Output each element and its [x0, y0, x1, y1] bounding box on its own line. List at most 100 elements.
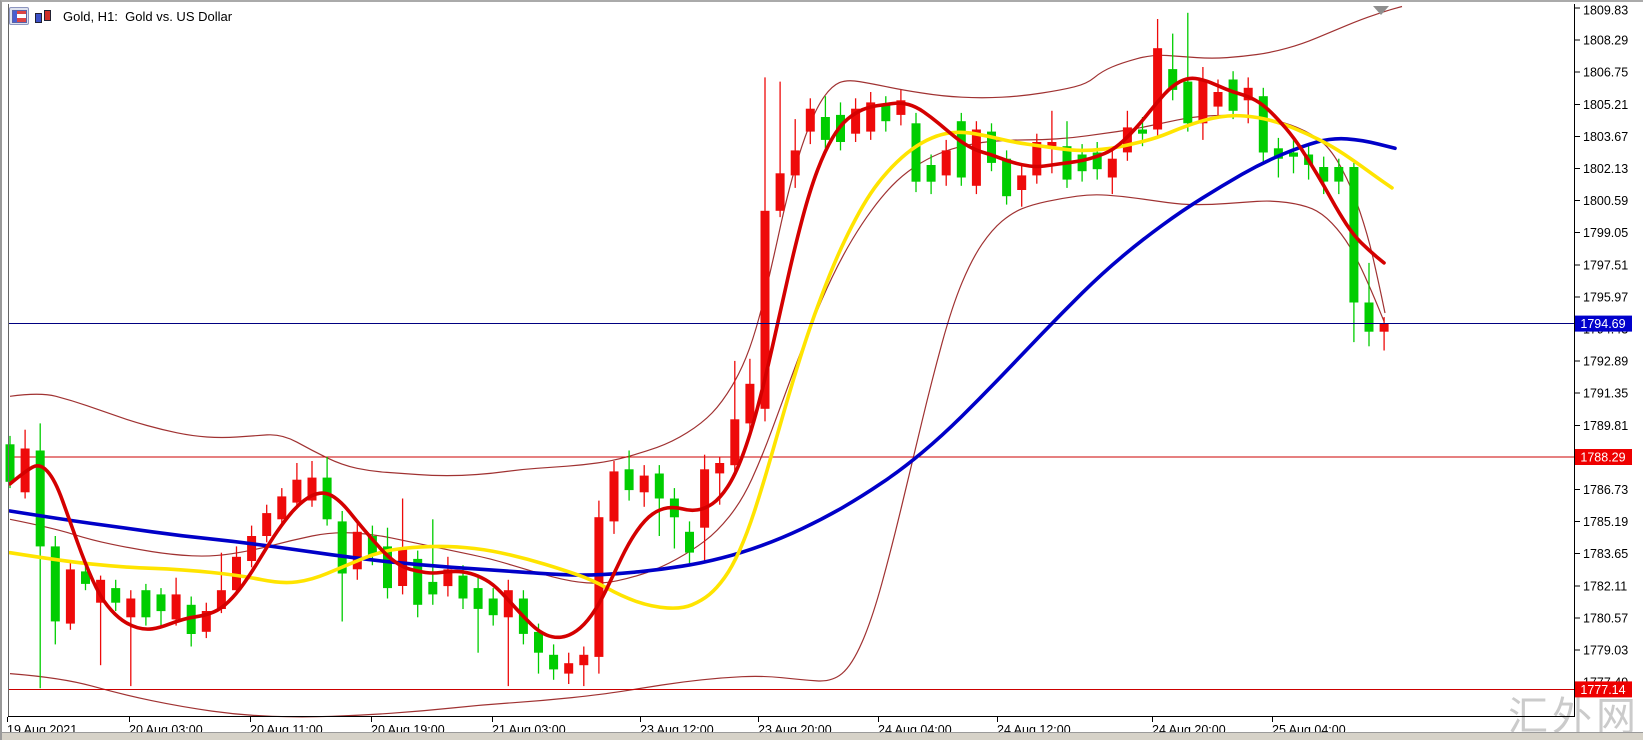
- candle-body: [247, 536, 257, 561]
- candle-body: [1198, 79, 1208, 124]
- candle-body: [443, 569, 453, 587]
- ma-lines: [8, 76, 1397, 640]
- candle-body: [775, 173, 785, 211]
- candle-body: [956, 121, 966, 178]
- candle-body: [473, 588, 483, 609]
- band-lower: [9, 194, 1385, 718]
- ma-yellow: [8, 113, 1394, 610]
- candles-icon[interactable]: [34, 7, 54, 25]
- candle-body: [367, 536, 377, 555]
- candle-body: [700, 469, 710, 528]
- candle-body: [1273, 148, 1283, 159]
- candles-layer: [5, 12, 1389, 689]
- price-tick-label: 1803.67: [1583, 130, 1628, 144]
- candle-body: [1017, 175, 1027, 190]
- bid-price-label: [1575, 315, 1632, 332]
- candle-body: [624, 469, 634, 491]
- candle-body: [715, 463, 725, 474]
- price-tick-label: 1808.29: [1583, 34, 1628, 48]
- candle-body: [503, 590, 513, 618]
- candle-body: [820, 117, 830, 140]
- candle-body: [1107, 158, 1117, 178]
- candle-body: [987, 131, 996, 163]
- chart-grid-icon[interactable]: [9, 7, 29, 25]
- candle-body: [81, 571, 90, 584]
- candle-body: [534, 631, 543, 653]
- price-tick-label: 1809.83: [1583, 4, 1628, 18]
- ma-red: [8, 76, 1386, 640]
- candle-body: [65, 569, 75, 624]
- price-label-text: 1794.69: [1580, 317, 1625, 331]
- candle-body: [685, 531, 694, 553]
- price-tick-label: 1800.59: [1583, 194, 1628, 208]
- price-tick-label: 1782.11: [1583, 579, 1627, 593]
- candle-body: [1228, 79, 1238, 111]
- candle-body: [564, 663, 574, 674]
- candle-body: [1334, 167, 1344, 182]
- candle-body: [926, 165, 936, 182]
- candle-body: [111, 588, 121, 603]
- candle-body: [35, 450, 45, 547]
- candle-body: [186, 604, 196, 634]
- band-middle: [9, 114, 1386, 584]
- candle-body: [428, 581, 438, 595]
- candle-body: [730, 419, 740, 466]
- candle-body: [579, 654, 589, 666]
- price-tick-label: 1780.57: [1583, 611, 1628, 625]
- candle-body: [488, 598, 498, 616]
- candle-body: [1379, 323, 1389, 332]
- candle-body: [1092, 152, 1102, 170]
- candle-body: [5, 444, 15, 482]
- hline-price-label: [1575, 681, 1632, 698]
- candle-body: [232, 556, 241, 591]
- candle-body: [126, 598, 136, 618]
- price-tick-label: 1795.97: [1583, 290, 1628, 304]
- candle-body: [292, 479, 302, 503]
- chart-shift-marker-icon[interactable]: [1373, 6, 1389, 15]
- candle-body: [760, 210, 770, 409]
- candle-body: [639, 475, 649, 493]
- candle-body: [654, 473, 664, 499]
- candle-body: [1153, 48, 1163, 130]
- candle-body: [1243, 87, 1253, 101]
- ma-blue: [8, 136, 1397, 577]
- candle-body: [1319, 167, 1329, 182]
- candle-body: [307, 477, 317, 501]
- candle-body: [50, 546, 60, 622]
- price-label-text: 1788.29: [1580, 451, 1625, 465]
- candle-body: [609, 471, 619, 522]
- price-tick-label: 1792.89: [1583, 355, 1628, 369]
- price-tick-label: 1799.05: [1583, 226, 1628, 240]
- price-tick-label: 1806.75: [1583, 66, 1628, 80]
- window-bottom-strip: [2, 732, 1643, 740]
- price-label-text: 1777.14: [1580, 683, 1625, 697]
- price-tick-label: 1805.21: [1583, 98, 1628, 112]
- candle-body: [911, 123, 921, 182]
- candle-body: [1047, 142, 1057, 147]
- candle-body: [549, 654, 559, 670]
- candle-body: [277, 496, 287, 520]
- price-axis[interactable]: 1809.83 1808.29 1806.75 1805.21 1803.67 1802.…: [1574, 4, 1628, 690]
- price-tick-label: 1797.51: [1583, 258, 1628, 272]
- candle-body: [171, 594, 181, 620]
- candle-body: [352, 531, 362, 570]
- candle-body: [1168, 69, 1178, 90]
- hline-objects[interactable]: [6, 453, 1574, 690]
- price-tick-label: 1791.35: [1583, 387, 1628, 401]
- symbol-title: Gold, H1: Gold vs. US Dollar: [63, 8, 233, 24]
- candle-body: [851, 108, 861, 134]
- candle-body: [262, 513, 272, 536]
- chart-header: Gold, H1: Gold vs. US Dollar: [9, 7, 232, 25]
- candle-body: [96, 579, 106, 603]
- candle-body: [594, 517, 604, 657]
- candle-body: [790, 150, 800, 176]
- candle-body: [745, 383, 755, 424]
- candle-body: [1032, 142, 1042, 176]
- candle-body: [337, 521, 347, 574]
- price-tick-label: 1785.19: [1583, 515, 1628, 529]
- price-tick-label: 1779.03: [1583, 644, 1628, 658]
- price-tick-label: 1783.65: [1583, 547, 1628, 561]
- candle-body: [1002, 158, 1012, 197]
